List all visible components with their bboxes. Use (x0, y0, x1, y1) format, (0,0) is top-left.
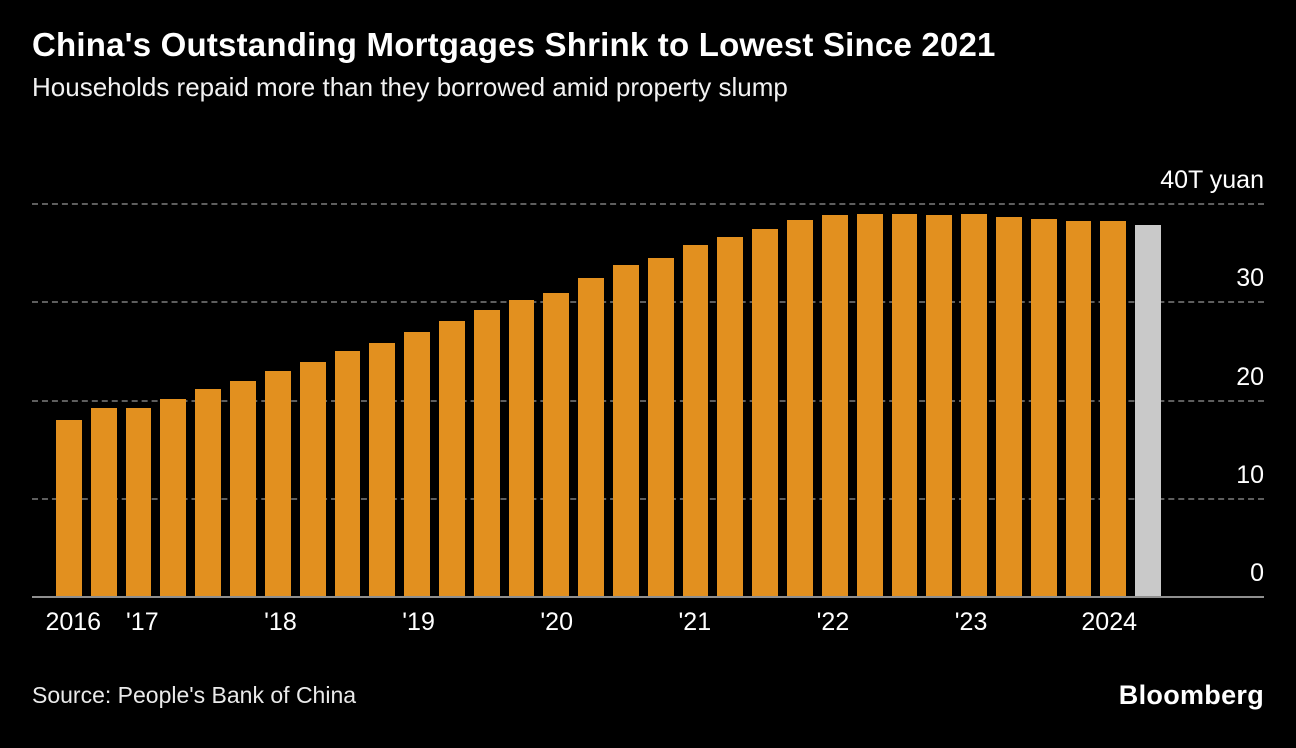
y-axis-label: 30 (1236, 264, 1264, 293)
bar (682, 245, 709, 597)
bar (369, 342, 396, 597)
gridline (32, 203, 1264, 206)
x-axis-label: '23 (954, 608, 988, 637)
bar (404, 331, 430, 597)
y-axis-label: 40T yuan (1160, 166, 1264, 195)
bar (264, 371, 291, 597)
bar (230, 380, 256, 597)
x-axis-label: 2024 (1081, 608, 1138, 637)
bar (334, 351, 361, 597)
bar (438, 321, 465, 597)
bar (752, 228, 779, 597)
bars (56, 203, 1161, 597)
chart-footer: Source: People's Bank of China Bloomberg (32, 680, 1264, 711)
bar (1100, 220, 1127, 597)
x-axis-label: '20 (540, 608, 573, 637)
x-axis-label: 2016 (45, 608, 102, 637)
x-axis-label: '19 (402, 608, 435, 637)
x-axis: 2016 '17 '18 '19 '20 '21 '22 '23 2024 (45, 596, 1161, 642)
chart-subtitle: Households repaid more than they borrowe… (32, 71, 788, 102)
bar (508, 300, 535, 597)
chart-title: China's Outstanding Mortgages Shrink to … (32, 26, 996, 63)
source-note: Source: People's Bank of China (32, 682, 357, 709)
bar (1030, 218, 1057, 597)
bar (717, 236, 744, 597)
bar (856, 213, 883, 597)
bar (578, 277, 604, 597)
bar (195, 388, 222, 597)
y-axis-label: 10 (1236, 460, 1264, 489)
bar (961, 213, 987, 597)
plot-area: 40T yuan 30 20 10 0 (32, 166, 1264, 599)
x-axis-label: '22 (816, 608, 850, 637)
y-axis-label: 20 (1236, 362, 1264, 391)
bar (613, 265, 639, 597)
bar (995, 216, 1022, 597)
bar (787, 219, 813, 597)
bar (473, 310, 500, 597)
bar (891, 213, 918, 597)
bar (543, 292, 570, 597)
bar (299, 362, 326, 597)
bar (926, 214, 953, 597)
x-axis-label: '21 (678, 608, 712, 637)
bar (125, 408, 152, 597)
bar (1135, 224, 1161, 597)
bar (1065, 220, 1092, 597)
bar (90, 408, 117, 597)
x-axis-line (32, 596, 1264, 599)
bar (647, 258, 674, 597)
bar (821, 214, 848, 597)
bloomberg-logo: Bloomberg (1118, 680, 1264, 711)
bar (56, 420, 82, 597)
x-axis-label: '17 (126, 608, 159, 637)
y-axis-label: 0 (1250, 559, 1264, 588)
bar (160, 398, 187, 597)
x-axis-label: '18 (264, 608, 297, 637)
chart-header: China's Outstanding Mortgages Shrink to … (32, 26, 1264, 103)
